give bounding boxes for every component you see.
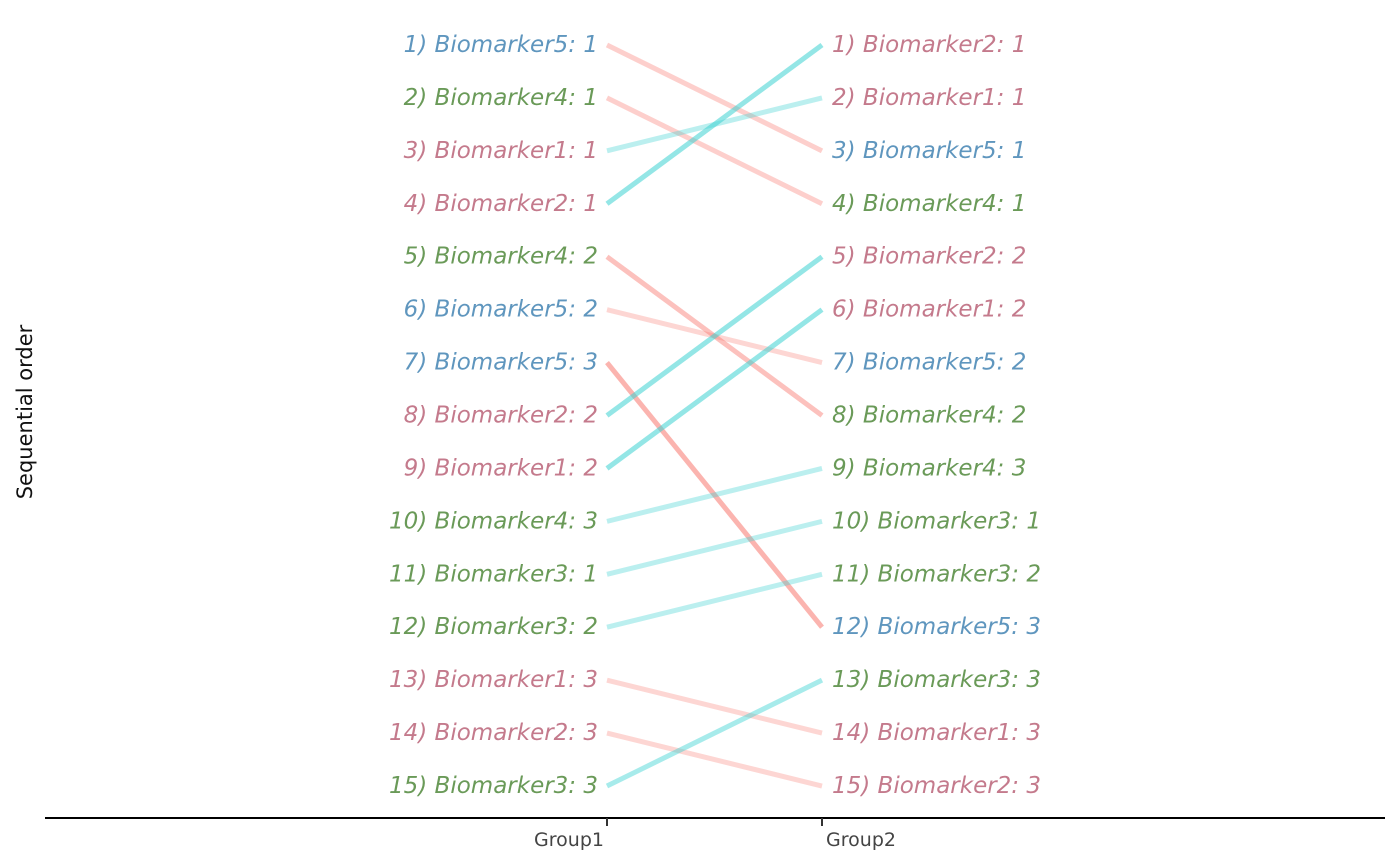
group2-label-13: 13) Biomarker3: 3: [832, 667, 1041, 693]
link-line-13: [606, 677, 823, 736]
group2-label-6: 6) Biomarker1: 2: [832, 297, 1026, 323]
group2-label-4: 4) Biomarker4: 1: [832, 191, 1026, 217]
group2-label-14: 14) Biomarker1: 3: [832, 720, 1041, 746]
link-line-1: [605, 42, 824, 154]
group1-label-5: 5) Biomarker4: 2: [404, 244, 598, 270]
group2-label-7: 7) Biomarker5: 2: [832, 350, 1026, 376]
link-line-14: [606, 730, 823, 789]
x-tick-label-group1: Group1: [534, 829, 604, 851]
group1-label-14: 14) Biomarker2: 3: [389, 720, 598, 746]
link-line-10: [606, 466, 823, 524]
group2-label-5: 5) Biomarker2: 2: [832, 244, 1026, 270]
link-line-9: [605, 307, 824, 471]
group1-label-11: 11) Biomarker3: 1: [389, 561, 598, 587]
labels-layer: 1) Biomarker5: 1 2) Biomarker4: 1 3) Bioma…: [389, 32, 1041, 799]
group2-label-12: 12) Biomarker5: 3: [832, 614, 1041, 640]
group2-label-2: 2) Biomarker1: 1: [832, 85, 1026, 111]
group1-label-15: 15) Biomarker3: 3: [389, 773, 598, 799]
group1-label-3: 3) Biomarker1: 1: [404, 138, 598, 164]
group1-label-1: 1) Biomarker5: 1: [404, 32, 598, 58]
group1-label-13: 13) Biomarker1: 3: [389, 667, 598, 693]
group1-label-8: 8) Biomarker2: 2: [404, 403, 598, 429]
group2-label-15: 15) Biomarker2: 3: [832, 773, 1041, 799]
group2-label-8: 8) Biomarker4: 2: [832, 403, 1026, 429]
link-line-7: [605, 361, 824, 629]
group1-label-7: 7) Biomarker5: 3: [404, 350, 598, 376]
links-layer: [605, 42, 824, 789]
link-line-2: [605, 95, 824, 207]
group2-label-11: 11) Biomarker3: 2: [832, 561, 1041, 587]
x-tick-label-group2: Group2: [826, 829, 896, 851]
group1-label-4: 4) Biomarker2: 1: [404, 191, 598, 217]
group1-label-9: 9) Biomarker1: 2: [404, 455, 598, 481]
link-line-11: [606, 518, 823, 577]
link-line-8: [605, 254, 824, 418]
link-line-4: [605, 42, 824, 206]
group1-label-10: 10) Biomarker4: 3: [389, 508, 598, 534]
y-axis-label: Sequential order: [13, 324, 37, 499]
x-axis: Group1 Group2: [45, 817, 1385, 851]
group1-label-2: 2) Biomarker4: 1: [404, 85, 598, 111]
group2-label-1: 1) Biomarker2: 1: [832, 32, 1026, 58]
group1-label-6: 6) Biomarker5: 2: [404, 297, 598, 323]
link-line-15: [605, 677, 824, 789]
link-line-12: [606, 571, 823, 630]
group2-label-10: 10) Biomarker3: 1: [832, 508, 1041, 534]
group2-label-9: 9) Biomarker4: 3: [832, 455, 1026, 481]
group2-label-3: 3) Biomarker5: 1: [832, 138, 1026, 164]
group1-label-12: 12) Biomarker3: 2: [389, 614, 598, 640]
